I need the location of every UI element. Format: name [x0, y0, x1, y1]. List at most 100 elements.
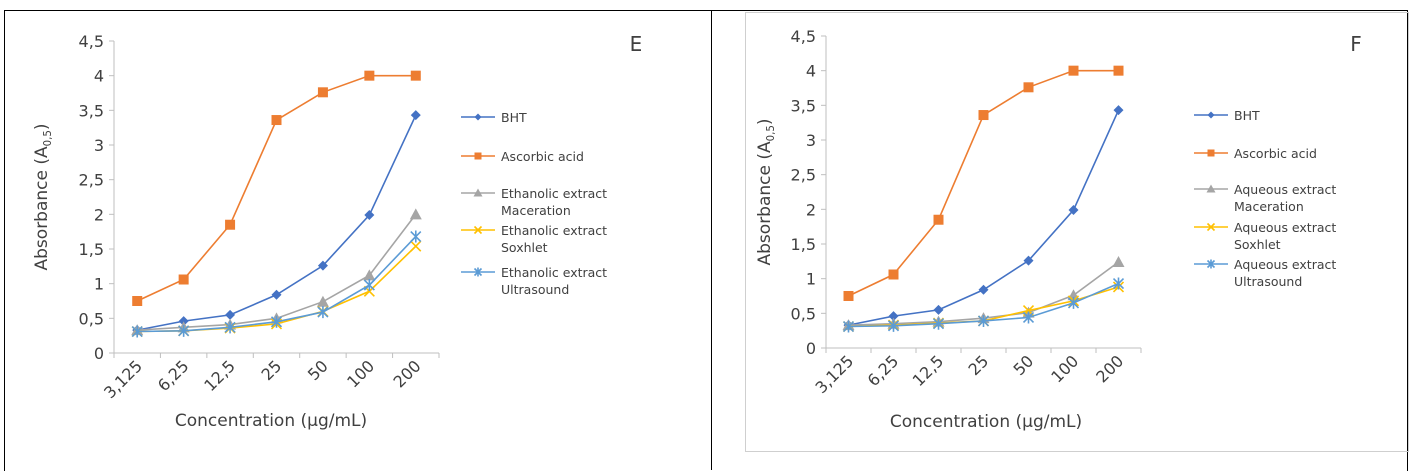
data-point [225, 309, 236, 320]
y-tick-label: 1,5 [79, 240, 104, 259]
data-point [271, 115, 282, 126]
x-axis-title: Concentration (µg/mL) [175, 411, 367, 431]
panel-label: F [1350, 32, 1362, 56]
legend-entry-label: BHT [501, 110, 527, 125]
series-1 [843, 65, 1124, 301]
x-tick-label: 6,25 [864, 351, 903, 390]
legend-marker [473, 225, 483, 235]
x-tick-label: 25 [257, 356, 285, 384]
data-point [1023, 82, 1034, 93]
legend-entry-label: Ethanolic extract [501, 186, 607, 201]
legend-entry-label: Ultrasound [1234, 274, 1302, 289]
y-tick-label: 2,5 [79, 171, 104, 190]
legend-entry-label: BHT [1234, 108, 1260, 123]
x-tick-label: 200 [1092, 351, 1127, 386]
series-0 [843, 105, 1124, 331]
data-point [363, 279, 375, 292]
y-tick-label: 3,5 [791, 96, 816, 115]
data-point [843, 291, 854, 301]
x-tick-label: 6,25 [154, 356, 193, 395]
legend-entry-label: Soxhlet [501, 240, 548, 255]
data-point [888, 311, 899, 322]
y-tick-label: 0 [806, 339, 816, 358]
data-point [842, 320, 855, 333]
y-tick-label: 4 [806, 62, 816, 81]
legend-marker [473, 267, 483, 277]
data-point [316, 295, 329, 307]
data-point [132, 296, 143, 306]
legend-entry-label: Ethanolic extract [501, 265, 607, 280]
data-point [888, 269, 899, 280]
data-point [932, 317, 945, 330]
series-4 [131, 230, 422, 338]
legend-entry-label: Maceration [1234, 199, 1304, 214]
data-point [271, 289, 282, 300]
data-point [317, 260, 328, 271]
data-point [1112, 277, 1125, 290]
x-tick-label: 50 [1009, 351, 1037, 379]
y-axis-title: Absorbance (A0,5) [755, 119, 777, 266]
legend-entry-label: Ultrasound [501, 282, 569, 297]
legend-entry-label: Ascorbic acid [1234, 146, 1317, 161]
y-axis-title: Absorbance (A0,5) [32, 124, 54, 271]
y-axis-title-subscript: 0,5 [43, 130, 54, 146]
chart-panel-e: 0 0,5 1 1,5 2 2,5 3 3,5 4 4,5 3,125 6,25 12,5 25 50 100… [9, 17, 705, 447]
x-tick-label: 3,125 [811, 351, 857, 397]
legend-marker [474, 113, 482, 121]
x-tick-label: 25 [964, 351, 992, 379]
data-point [1023, 255, 1034, 266]
x-tick-label: 100 [1047, 351, 1082, 386]
legend-marker [474, 152, 482, 160]
y-tick-label: 0,5 [79, 309, 104, 328]
legend-entry-label: Ascorbic acid [501, 149, 584, 164]
data-point [410, 110, 421, 121]
figure-frame [4, 10, 1408, 471]
data-point [409, 208, 422, 220]
legend-marker [1206, 184, 1216, 193]
y-tick-label: 3 [806, 131, 816, 150]
data-point [317, 306, 329, 319]
data-point [1113, 105, 1124, 116]
legend-marker [1206, 259, 1216, 269]
series-0 [132, 110, 421, 336]
chart-panel-f: 0 0,5 1 1,5 2 2,5 3 3,5 4 4,5 3,125 6,25 12,5 25 50 100… [745, 12, 1409, 452]
y-tick-label: 1,5 [791, 235, 816, 254]
data-point [410, 240, 422, 252]
legend-marker [473, 188, 483, 197]
data-point [978, 284, 989, 295]
data-point [1112, 256, 1125, 268]
y-tick-label: 0 [94, 344, 104, 363]
y-axis-title-end: ) [755, 119, 775, 126]
data-point [410, 230, 422, 243]
data-point [1068, 205, 1079, 216]
y-tick-label: 2,5 [791, 166, 816, 185]
y-axis-title-subscript: 0,5 [766, 125, 777, 141]
legend-entry-label: Aqueous extract [1234, 220, 1336, 235]
y-axis-title-end: ) [32, 124, 52, 131]
data-point [1067, 296, 1080, 309]
y-tick-label: 1 [94, 275, 104, 294]
y-tick-label: 2 [806, 200, 816, 219]
legend-marker [1207, 111, 1215, 119]
data-point [933, 214, 944, 225]
data-point [1113, 65, 1124, 76]
legend-entry-label: Aqueous extract [1234, 182, 1336, 197]
series-line [136, 74, 416, 302]
data-point [225, 219, 236, 230]
data-point [178, 274, 189, 285]
y-tick-label: 3 [94, 136, 104, 155]
y-tick-label: 2 [94, 205, 104, 224]
data-point [977, 314, 990, 327]
data-point [1068, 65, 1079, 76]
x-tick-label: 12,5 [200, 356, 239, 395]
data-point [978, 110, 989, 121]
y-tick-label: 4,5 [79, 32, 104, 51]
chart-f: 0 0,5 1 1,5 2 2,5 3 3,5 4 4,5 3,125 6,25 12,5 25 50 100… [755, 27, 1362, 432]
data-point [364, 70, 375, 81]
chart-e: 0 0,5 1 1,5 2 2,5 3 3,5 4 4,5 3,125 6,25 12,5 25 50 100… [32, 32, 642, 431]
data-point [178, 316, 189, 327]
x-axis-title: Concentration (µg/mL) [890, 412, 1082, 432]
y-tick-label: 3,5 [79, 101, 104, 120]
y-tick-label: 1 [806, 270, 816, 289]
data-point [317, 87, 328, 98]
